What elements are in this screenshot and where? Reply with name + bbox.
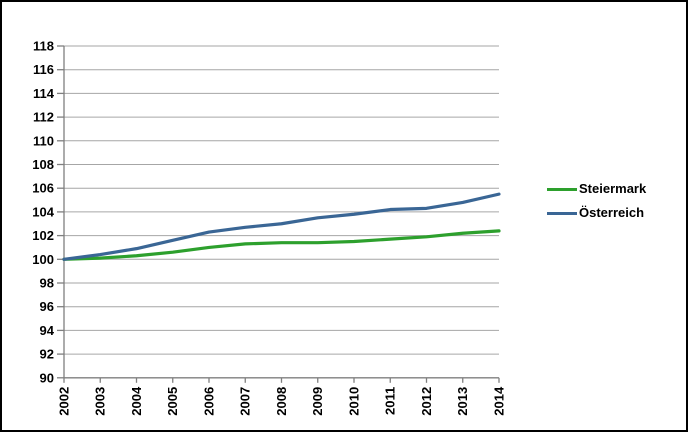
y-tick-label: 92 xyxy=(40,347,54,362)
legend-item-steiermark: Steiermark xyxy=(547,181,646,197)
x-tick-label: 2003 xyxy=(93,387,108,416)
y-tick-label: 118 xyxy=(33,39,54,54)
x-tick-label: 2010 xyxy=(347,387,362,416)
y-tick-label: 102 xyxy=(32,228,54,243)
legend-item-oesterreich: Österreich xyxy=(547,205,646,221)
x-tick-label: 2005 xyxy=(165,387,180,416)
x-tick-label: 2007 xyxy=(238,387,253,416)
x-tick-label: 2008 xyxy=(274,387,289,416)
x-tick-label: 2012 xyxy=(419,387,434,416)
x-tick-label: 2013 xyxy=(455,387,470,416)
x-tick-label: 2014 xyxy=(492,386,507,416)
x-tick-label: 2009 xyxy=(310,387,325,416)
y-tick-label: 106 xyxy=(32,181,54,196)
y-tick-label: 96 xyxy=(40,299,54,314)
y-tick-label: 114 xyxy=(33,86,55,101)
legend-line-swatch-steiermark xyxy=(547,187,577,191)
x-tick-label: 2004 xyxy=(129,386,144,416)
legend-line-swatch-oesterreich xyxy=(547,211,577,215)
x-tick-label: 2011 xyxy=(383,387,398,415)
y-tick-label: 108 xyxy=(32,157,54,172)
y-tick-label: 116 xyxy=(33,62,54,77)
y-tick-label: 104 xyxy=(32,204,54,219)
series-line-steiermark xyxy=(62,229,501,261)
y-tick-label: 100 xyxy=(32,252,54,267)
legend-label-steiermark: Steiermark xyxy=(579,181,647,196)
y-tick-label: 98 xyxy=(40,276,54,291)
y-tick-label: 110 xyxy=(33,133,54,148)
y-tick-label: 94 xyxy=(40,323,55,338)
y-tick-label: 112 xyxy=(33,110,54,125)
x-tick-label: 2002 xyxy=(57,387,72,416)
y-tick-label: 90 xyxy=(40,370,54,385)
legend: Steiermark Österreich xyxy=(547,181,646,229)
legend-label-oesterreich: Österreich xyxy=(579,205,645,220)
x-tick-label: 2006 xyxy=(202,387,217,416)
series-line-oesterreich xyxy=(62,192,501,261)
